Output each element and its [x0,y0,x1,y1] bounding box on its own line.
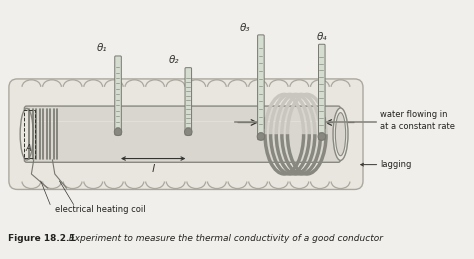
Text: Experiment to measure the thermal conductivity of a good conductor: Experiment to measure the thermal conduc… [66,234,383,243]
Text: l: l [152,164,155,174]
Ellipse shape [336,113,346,156]
Circle shape [257,133,264,140]
Text: water flowing in
at a constant rate: water flowing in at a constant rate [380,110,456,131]
Ellipse shape [20,109,33,160]
Ellipse shape [333,108,348,160]
FancyBboxPatch shape [115,56,121,135]
Text: θ₃: θ₃ [240,23,251,33]
Text: Figure 18.2.1: Figure 18.2.1 [8,234,75,243]
Text: lagging: lagging [380,160,412,169]
FancyBboxPatch shape [257,35,264,140]
FancyBboxPatch shape [319,117,325,128]
Text: θ₁: θ₁ [97,43,108,53]
Circle shape [184,128,192,136]
FancyBboxPatch shape [24,106,340,162]
FancyBboxPatch shape [185,68,191,135]
Circle shape [318,133,326,140]
Text: A: A [26,144,31,153]
FancyBboxPatch shape [319,44,325,140]
Text: electrical heating coil: electrical heating coil [55,205,146,214]
Text: θ₂: θ₂ [168,55,179,65]
FancyBboxPatch shape [9,79,363,189]
FancyBboxPatch shape [257,117,264,128]
Text: θ₄: θ₄ [317,32,328,42]
Circle shape [114,128,122,136]
